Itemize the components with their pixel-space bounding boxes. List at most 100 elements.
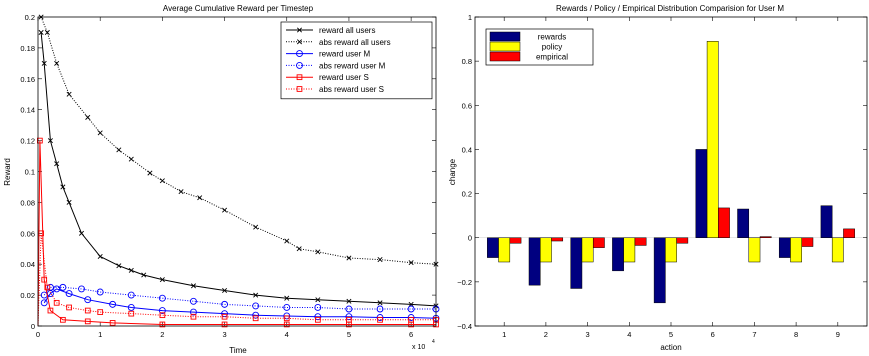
series-reward-all-users-point-stroke-b bbox=[66, 199, 72, 205]
chart1-axes-box bbox=[37, 16, 437, 327]
series-reward-all-users-point-stroke-b bbox=[60, 184, 66, 190]
series-abs-reward-user-m-point bbox=[345, 305, 353, 313]
series-reward-user-m-point bbox=[376, 314, 384, 321]
series-abs-reward-all-users-point bbox=[147, 170, 153, 176]
series-abs-reward-user-s-point bbox=[408, 316, 414, 323]
series-reward-all-users-point bbox=[253, 292, 259, 298]
series-reward-all-users-point-stroke-b bbox=[97, 253, 103, 259]
bar-empirical bbox=[676, 237, 689, 244]
series-reward-all-users-point-stroke-b bbox=[284, 295, 290, 301]
bar-empirical bbox=[801, 237, 814, 247]
y-tick-label: 0.18 bbox=[20, 44, 35, 53]
series-reward-all-users-point bbox=[159, 277, 165, 283]
series-reward-user-m-point bbox=[221, 310, 229, 318]
series-reward-user-s-line bbox=[37, 140, 436, 327]
chart1-x-multiplier-base: x 10 bbox=[412, 344, 425, 351]
series-abs-reward-all-users-point-stroke-b bbox=[66, 91, 72, 97]
series-reward-all-users-point bbox=[190, 283, 196, 289]
series-abs-reward-user-m-point bbox=[283, 304, 291, 311]
series-reward-user-m-point bbox=[407, 314, 415, 321]
y-tick-label: −0.2 bbox=[457, 278, 472, 287]
series-reward-user-m-point bbox=[190, 308, 197, 316]
series-reward-user-m-point bbox=[283, 312, 291, 320]
series-abs-reward-user-s-point bbox=[38, 230, 44, 237]
series-abs-reward-user-m-point bbox=[127, 291, 135, 299]
x-tick-label: 3 bbox=[586, 330, 590, 339]
series-reward-all-users-point bbox=[97, 253, 103, 259]
y-tick-label: 0.2 bbox=[462, 190, 472, 199]
series-abs-reward-all-users-point bbox=[54, 60, 60, 66]
series-reward-all-users-point-stroke-b bbox=[253, 292, 259, 298]
series-abs-reward-user-s-point bbox=[314, 316, 321, 323]
series-reward-user-m-point bbox=[84, 296, 92, 304]
chart2-axes-box bbox=[474, 16, 868, 327]
x-tick-label: 6 bbox=[409, 330, 413, 339]
y-tick-label: 0.02 bbox=[20, 291, 35, 300]
series-reward-all-users-point bbox=[60, 184, 66, 190]
series-reward-all-users-point bbox=[284, 295, 290, 301]
bar-rewards bbox=[820, 205, 833, 238]
series-reward-all-users-point bbox=[66, 199, 72, 205]
series-abs-reward-all-users-point-stroke-b bbox=[85, 114, 91, 120]
y-tick-label: 0.6 bbox=[462, 101, 472, 110]
series-abs-reward-all-users-point-stroke-b bbox=[222, 207, 228, 213]
bar-rewards bbox=[570, 237, 583, 289]
series-abs-reward-all-users-point bbox=[284, 238, 290, 244]
x-tick-label: 1 bbox=[502, 330, 506, 339]
bar-rewards bbox=[528, 237, 541, 286]
series-reward-user-m-point bbox=[127, 304, 135, 311]
chart2-xlabel: action bbox=[660, 343, 681, 352]
chart1-xlabel: Time bbox=[229, 346, 247, 355]
series-abs-reward-user-s-point bbox=[252, 315, 259, 322]
x-tick-label: 2 bbox=[544, 330, 548, 339]
series-reward-all-users-point-stroke-b bbox=[41, 60, 47, 66]
x-tick-label: 1 bbox=[98, 330, 102, 339]
series-abs-reward-user-m-point bbox=[221, 300, 229, 308]
series-reward-all-users-point bbox=[346, 298, 352, 304]
distribution-bar-chart: Rewards / Policy / Empirical Distributio… bbox=[448, 4, 868, 352]
legend-policy-label: policy bbox=[542, 43, 562, 52]
y-tick-label: 0.12 bbox=[20, 137, 35, 146]
bar-policy bbox=[540, 237, 552, 263]
series-reward-all-users-point-stroke-b bbox=[128, 267, 134, 273]
series-abs-reward-user-m-point bbox=[190, 297, 197, 305]
legend-abs-reward-all-users-marker-stroke-b bbox=[296, 39, 303, 45]
series-abs-reward-user-m-point bbox=[252, 302, 260, 310]
series-reward-all-users-point-stroke-b bbox=[346, 298, 352, 304]
legend-reward-user-s-label: reward user S bbox=[319, 73, 369, 82]
series-abs-reward-user-m-point bbox=[59, 283, 67, 291]
series-abs-reward-user-m-point bbox=[158, 294, 166, 302]
series-abs-reward-user-m-point bbox=[376, 305, 384, 313]
series-abs-reward-user-m-point bbox=[46, 283, 54, 291]
legend-abs-reward-user-s-label: abs reward user S bbox=[319, 85, 384, 94]
chart1-x-multiplier-exp: 4 bbox=[432, 339, 435, 345]
series-reward-user-m-line bbox=[43, 288, 437, 319]
series-abs-reward-all-users-point bbox=[408, 260, 414, 266]
series-abs-reward-all-users-point-stroke-b bbox=[178, 189, 184, 195]
bar-rewards bbox=[612, 237, 624, 272]
bar-policy bbox=[706, 41, 719, 238]
series-abs-reward-all-users-point-stroke-b bbox=[54, 60, 60, 66]
series-reward-all-users-point bbox=[377, 300, 383, 306]
legend-abs-reward-user-m-marker bbox=[296, 61, 303, 69]
series-abs-reward-all-users-point bbox=[346, 255, 352, 261]
series-reward-all-users-point bbox=[408, 301, 414, 307]
series-abs-reward-all-users-point bbox=[97, 130, 103, 136]
series-reward-user-s-point bbox=[60, 316, 66, 323]
bar-empirical bbox=[509, 237, 522, 244]
y-tick-label: −0.4 bbox=[457, 322, 472, 331]
legend-abs-reward-all-users-marker bbox=[296, 39, 303, 45]
bar-rewards bbox=[737, 208, 750, 238]
series-reward-all-users-point bbox=[116, 263, 122, 269]
x-tick-label: 7 bbox=[752, 330, 756, 339]
chart2-title: Rewards / Policy / Empirical Distributio… bbox=[556, 4, 784, 13]
series-reward-all-users-point bbox=[128, 267, 134, 273]
series-abs-reward-all-users-point-stroke-b bbox=[284, 238, 290, 244]
series-abs-reward-all-users-point bbox=[128, 156, 134, 162]
series-abs-reward-user-s-point bbox=[44, 284, 51, 291]
chart1-ylabel: Reward bbox=[3, 158, 12, 186]
series-abs-reward-user-s-point bbox=[128, 310, 135, 317]
series-reward-all-users-point bbox=[141, 272, 147, 278]
series-reward-all-users-point-stroke-b bbox=[222, 287, 228, 293]
bar-rewards bbox=[653, 237, 666, 304]
